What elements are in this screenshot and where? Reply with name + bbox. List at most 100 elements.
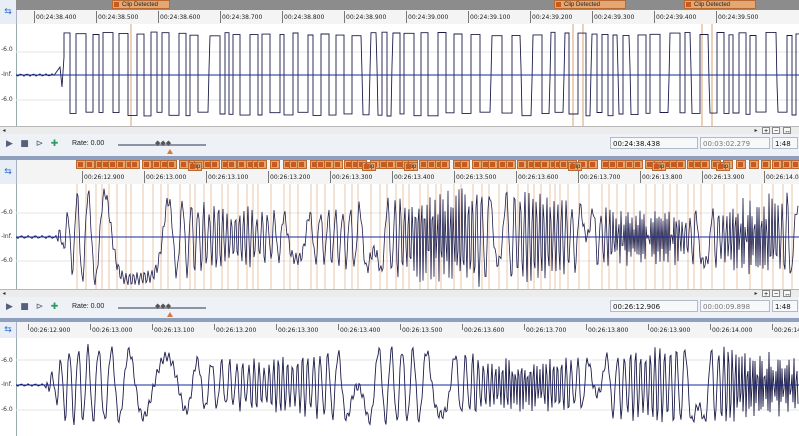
- position-field[interactable]: 00:24:38.438: [610, 137, 698, 149]
- position-field[interactable]: 00:26:12.906: [610, 300, 698, 312]
- zoom-fit-button[interactable]: ↔: [783, 127, 791, 135]
- play-icon[interactable]: ▶: [6, 139, 13, 149]
- tick-label: 00:26:13.000: [146, 174, 187, 181]
- loop-icon[interactable]: ⊳: [35, 139, 44, 149]
- tick-mark: [158, 11, 159, 23]
- waveform-3: [16, 344, 799, 426]
- y-label-bottom: -6.0: [1, 406, 13, 413]
- tick-label: 00:24:39.300: [594, 14, 635, 21]
- play-icon[interactable]: ▶: [6, 302, 13, 312]
- stop-icon[interactable]: ■: [20, 302, 29, 312]
- tick-mark: [152, 324, 153, 330]
- clip-flag[interactable]: [460, 160, 470, 169]
- clip-flag[interactable]: Clip Detected: [568, 162, 582, 171]
- pane-separator[interactable]: [0, 318, 799, 322]
- transport-bar-2: ▶ ■ ⊳ ✚ Rate: 0.00 ◆◆◆ 00:26:12.906 00:0…: [0, 297, 799, 320]
- clip-flag[interactable]: [676, 160, 686, 169]
- tick-mark: [276, 324, 277, 330]
- clip-flag[interactable]: [257, 160, 267, 169]
- tick-mark: [710, 324, 711, 330]
- timeline-ruler-1[interactable]: ⇆ Clip Detected Clip Detected Clip Detec…: [0, 0, 799, 25]
- clip-flag[interactable]: [227, 160, 237, 169]
- slider-pointer-icon: [167, 312, 173, 317]
- slider-knob[interactable]: ◆◆◆: [155, 303, 172, 310]
- clip-flag[interactable]: Clip Detected: [404, 162, 418, 171]
- tick-mark: [34, 11, 35, 23]
- clip-flag[interactable]: [333, 160, 343, 169]
- tick-label: 00:26:13.200: [270, 174, 311, 181]
- zoom-field[interactable]: 1:48: [772, 137, 798, 149]
- tick-mark: [344, 11, 345, 23]
- tick-label: 00:26:13.100: [208, 174, 249, 181]
- clip-flag[interactable]: [270, 160, 280, 169]
- tick-label: 00:26:13.900: [650, 327, 691, 334]
- duration-field[interactable]: 00:00:09.898: [700, 300, 770, 312]
- pane-separator[interactable]: [0, 156, 799, 160]
- tick-label: 00:26:14.000: [712, 327, 753, 334]
- y-label-top: -6.0: [1, 209, 13, 216]
- zoom-in-button[interactable]: +: [762, 127, 770, 135]
- tick-mark: [462, 324, 463, 330]
- add-marker-icon[interactable]: ✚: [50, 139, 59, 149]
- clip-flag[interactable]: [210, 160, 220, 169]
- horizontal-scrollbar-1[interactable]: ◂ ▸ + − ↔: [0, 126, 799, 135]
- clip-flag[interactable]: [772, 160, 782, 169]
- tick-label: 00:24:38.800: [284, 14, 325, 21]
- duration-field[interactable]: 00:03:02.279: [700, 137, 770, 149]
- tick-mark: [90, 324, 91, 330]
- zoom-in-button[interactable]: +: [762, 290, 770, 298]
- clip-flag[interactable]: [440, 160, 450, 169]
- clip-flag[interactable]: Clip Detected: [684, 0, 756, 9]
- clip-flag[interactable]: Clip Detected: [554, 0, 626, 9]
- clip-flag[interactable]: Clip Detected: [188, 162, 202, 171]
- clip-flag[interactable]: [506, 160, 516, 169]
- waveform-view-2[interactable]: -6.0 -Inf. -6.0: [0, 184, 799, 289]
- clip-flag[interactable]: [297, 160, 307, 169]
- rate-slider[interactable]: [118, 144, 206, 146]
- waveform-view-1[interactable]: -6.0 -Inf. -6.0: [0, 24, 799, 126]
- clip-flag[interactable]: [167, 160, 177, 169]
- clip-flag[interactable]: Clip Detected: [362, 162, 376, 171]
- slider-knob[interactable]: ◆◆◆: [155, 140, 172, 147]
- scroll-right-icon[interactable]: ▸: [754, 128, 758, 134]
- clip-flag[interactable]: [700, 160, 710, 169]
- pane-2: ⇆ Clip Detected Clip Detected Clip Detecte…: [0, 160, 799, 320]
- waveform-trace: [16, 344, 799, 426]
- add-marker-icon[interactable]: ✚: [50, 302, 59, 312]
- clip-flag[interactable]: [142, 160, 152, 169]
- corner-button-1[interactable]: ⇆: [0, 0, 17, 24]
- waveform-view-3[interactable]: -6.0 -Inf. -6.0: [0, 338, 799, 436]
- corner-button-3[interactable]: ⇆: [0, 322, 17, 338]
- timeline-ruler-3[interactable]: ⇆ 00:26:12.900 00:26:13.000 00:26:13.100 00…: [0, 322, 799, 339]
- tick-label: 00:24:38.600: [160, 14, 201, 21]
- clip-flag[interactable]: [85, 160, 95, 169]
- zoom-fit-button[interactable]: ↔: [783, 290, 791, 298]
- clip-flag[interactable]: Clip Detected: [652, 162, 666, 171]
- zoom-out-button[interactable]: −: [772, 290, 780, 298]
- clip-flag[interactable]: [488, 160, 498, 169]
- corner-button-2[interactable]: ⇆: [0, 160, 17, 184]
- clip-flag[interactable]: [791, 160, 799, 169]
- clip-flag[interactable]: Clip Detected: [716, 162, 730, 171]
- scroll-left-icon[interactable]: ◂: [2, 128, 6, 134]
- stop-icon[interactable]: ■: [20, 139, 29, 149]
- scroll-right-icon[interactable]: ▸: [754, 291, 758, 297]
- slider-pointer-icon: [167, 149, 173, 154]
- clip-flag[interactable]: [130, 160, 140, 169]
- tick-label: 00:24:39.000: [408, 14, 449, 21]
- timeline-ruler-2[interactable]: ⇆ Clip Detected Clip Detected Clip Detecte…: [0, 160, 799, 185]
- zoom-field[interactable]: 1:48: [772, 300, 798, 312]
- waveform-fit-icon: ⇆: [4, 325, 12, 335]
- horizontal-scrollbar-2[interactable]: ◂ ▸ + − ↔: [0, 289, 799, 298]
- clip-flag[interactable]: [633, 160, 643, 169]
- clip-flag[interactable]: Clip Detected: [112, 0, 170, 9]
- clip-flag[interactable]: [761, 160, 771, 169]
- clip-flag[interactable]: [736, 160, 746, 169]
- rate-slider[interactable]: [118, 307, 206, 309]
- clip-flag[interactable]: [588, 160, 598, 169]
- scroll-left-icon[interactable]: ◂: [2, 291, 6, 297]
- zoom-out-button[interactable]: −: [772, 127, 780, 135]
- clip-flag[interactable]: [517, 160, 527, 169]
- clip-flag[interactable]: [749, 160, 759, 169]
- loop-icon[interactable]: ⊳: [35, 302, 44, 312]
